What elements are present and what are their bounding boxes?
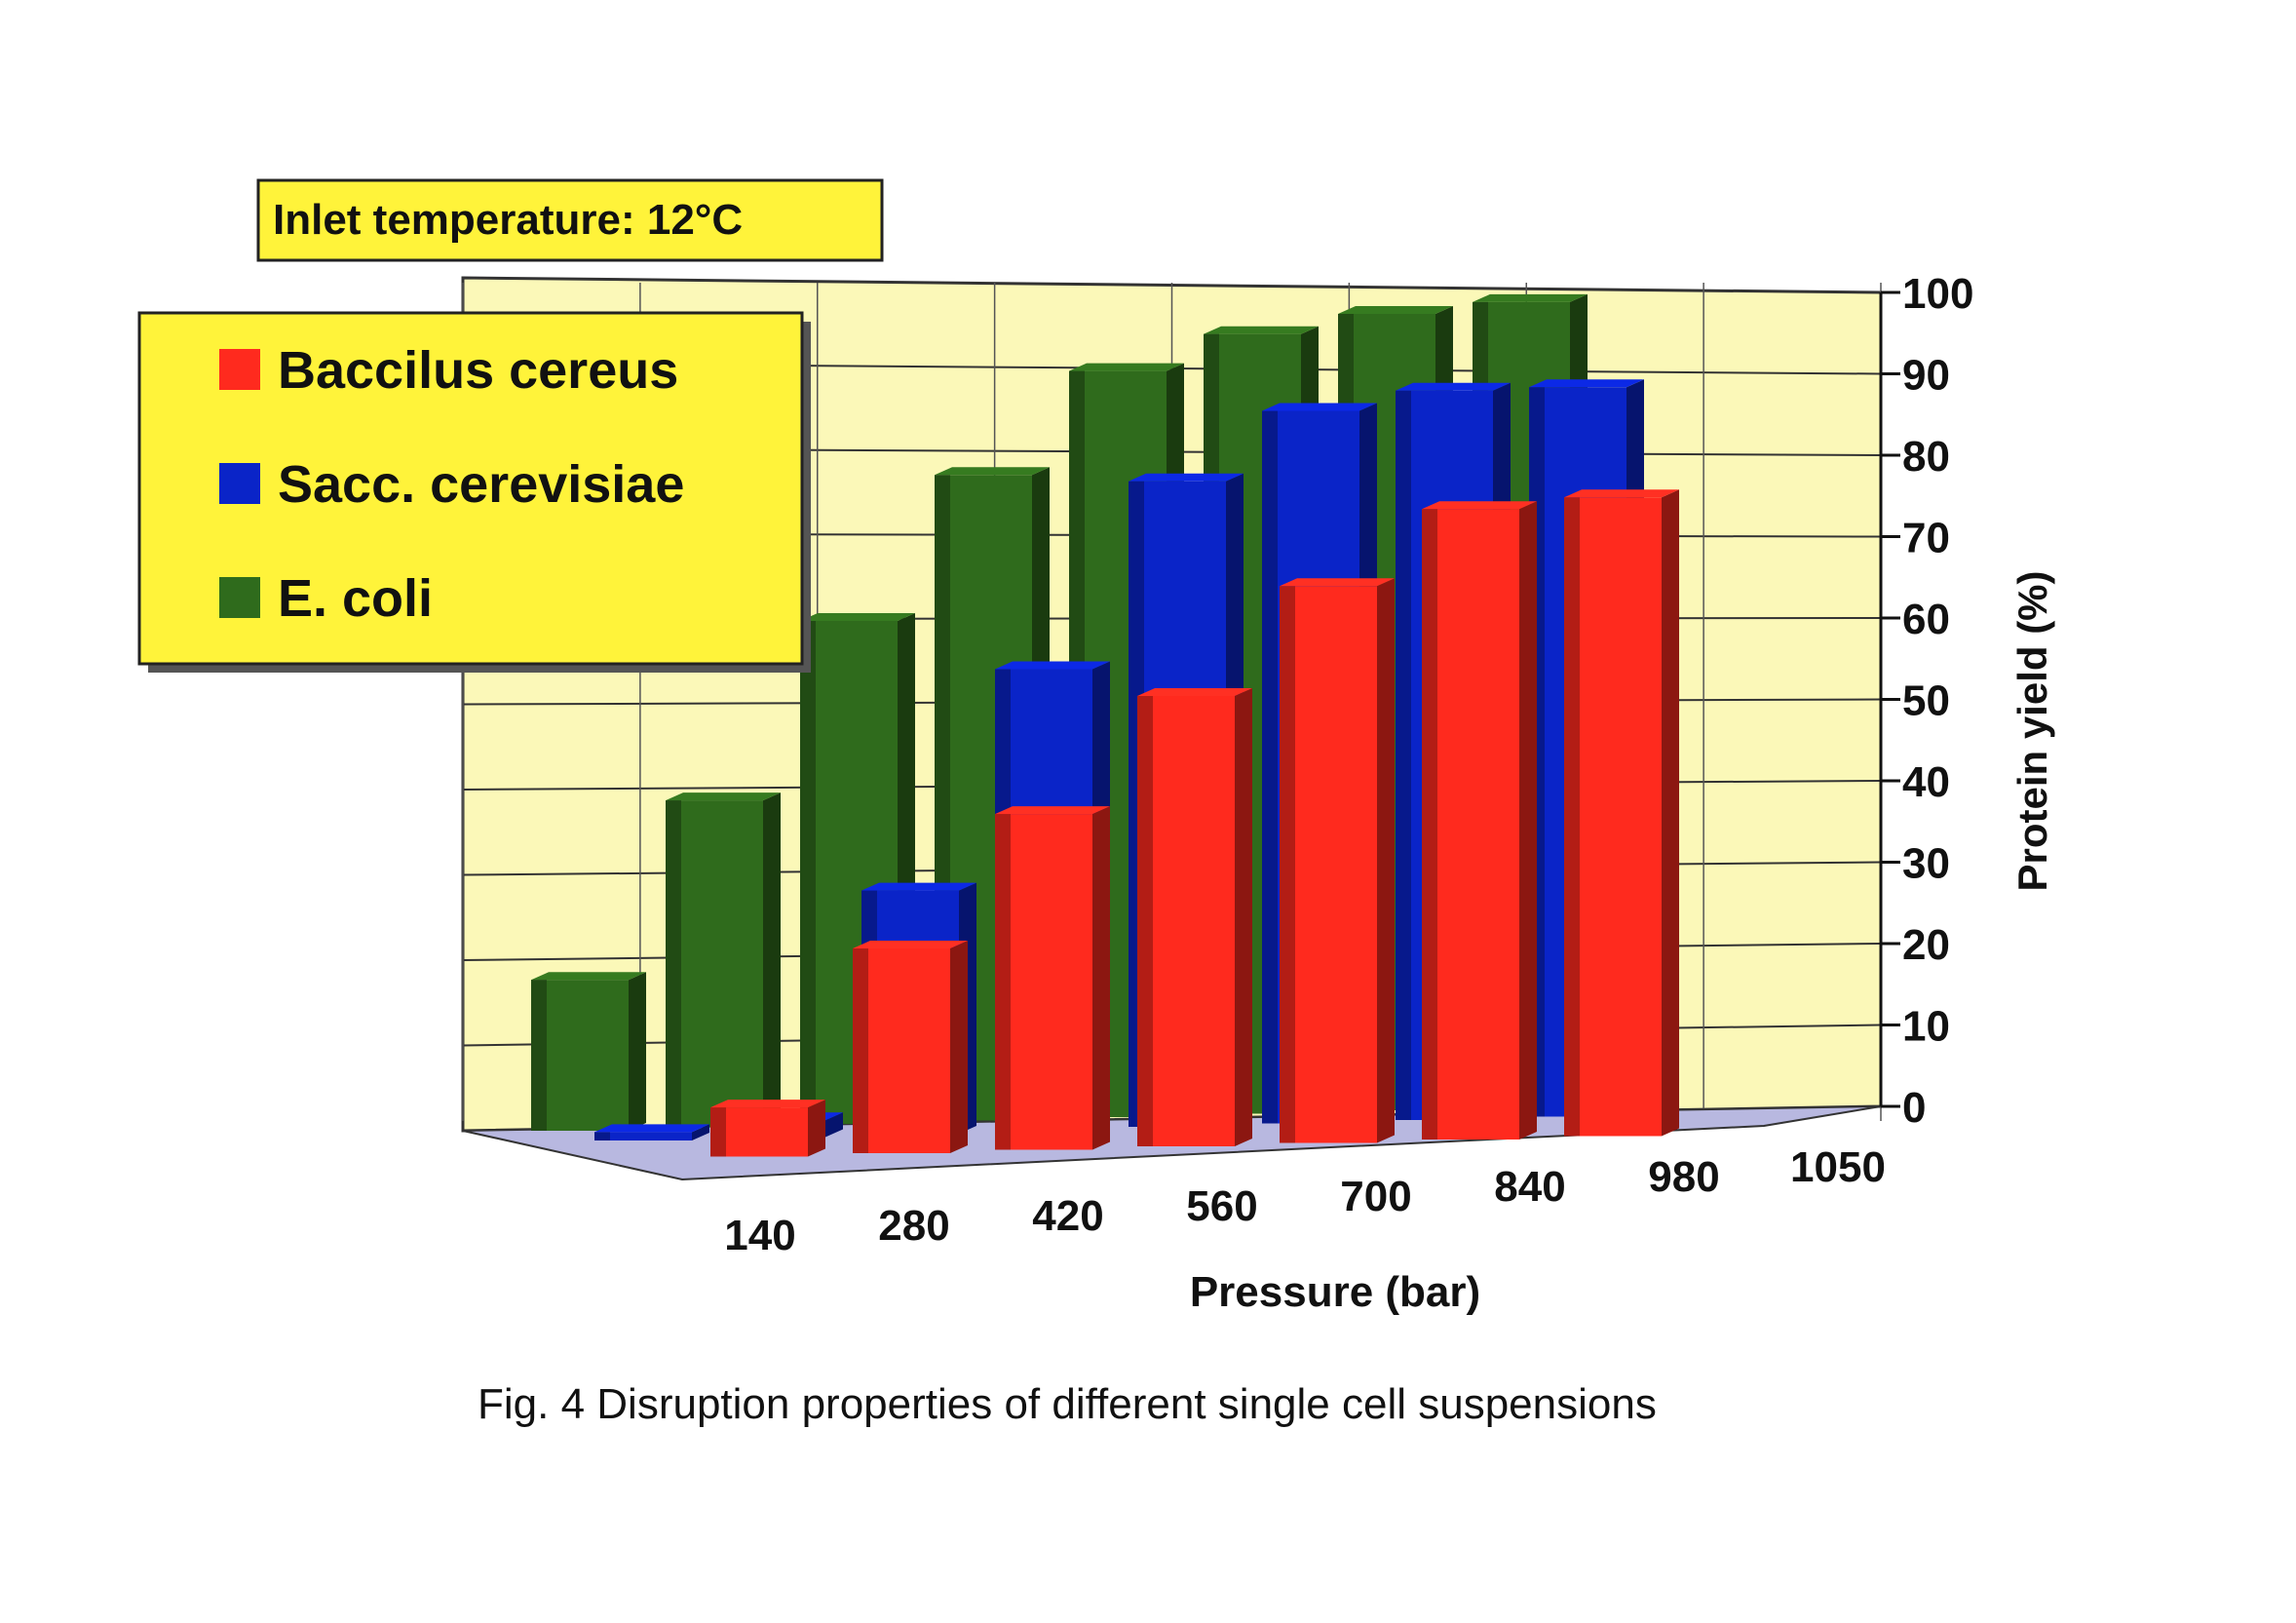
bar-baccilus-cereus-980 (1422, 509, 1519, 1140)
bar-sacc-cerevisiae-140 (594, 1132, 692, 1140)
bar-edge (853, 948, 868, 1153)
bar-side (1519, 501, 1537, 1140)
x-tick-label: 280 (878, 1202, 949, 1250)
y-axis-ticks: 0 10 20 30 40 50 60 70 80 90 100 (1879, 270, 1973, 1132)
bar-side (629, 972, 646, 1131)
x-tick-label: 840 (1494, 1163, 1565, 1211)
y-tick-label: 40 (1902, 758, 1950, 806)
legend-swatch (219, 463, 260, 504)
y-tick-label: 100 (1902, 270, 1973, 318)
bar-top (1473, 293, 1588, 302)
bar-top (1069, 363, 1184, 371)
bar-edge (995, 814, 1011, 1150)
x-tick-label: 140 (724, 1212, 795, 1259)
bar-top (594, 1124, 709, 1133)
bar-top (800, 613, 915, 621)
y-tick-label: 10 (1902, 1003, 1950, 1051)
bar-top (1280, 578, 1395, 587)
legend-swatch (219, 577, 260, 618)
legend-label: E. coli (278, 569, 433, 628)
x-tick-label: 700 (1340, 1173, 1411, 1220)
figure-caption: Fig. 4 Disruption properties of differen… (478, 1380, 1657, 1428)
legend-swatch (219, 349, 260, 390)
bar-baccilus-cereus-1050 (1564, 497, 1662, 1137)
bar-edge (1262, 410, 1278, 1124)
bar-top (1422, 501, 1537, 510)
y-tick-label: 30 (1902, 840, 1950, 888)
bar-side (1662, 489, 1679, 1137)
bar-side (808, 1100, 825, 1157)
bar-side (763, 792, 781, 1128)
bar-edge (1280, 586, 1295, 1143)
bar-top (935, 467, 1050, 476)
bar-top (995, 661, 1110, 670)
x-tick-label: 980 (1648, 1153, 1719, 1201)
bar-top (1262, 403, 1377, 411)
bar-side (1377, 578, 1395, 1143)
x-tick-label: 420 (1032, 1192, 1103, 1240)
bar-baccilus-cereus-840 (1280, 586, 1377, 1143)
bar-baccilus-cereus-420 (853, 948, 950, 1153)
bar-edge (1422, 509, 1437, 1140)
bar-e-coli-140 (531, 980, 629, 1131)
x-axis-label: Pressure (bar) (1190, 1268, 1480, 1316)
bar-baccilus-cereus-560 (995, 814, 1092, 1150)
bar-side (825, 1112, 843, 1138)
bar-edge (666, 800, 681, 1128)
bar-top (853, 941, 968, 948)
bar-edge (594, 1132, 610, 1140)
x-axis-ticks: 140 280 420 560 700 840 980 1050 (724, 1143, 1886, 1259)
bar-side (1235, 688, 1252, 1146)
legend-label: Baccilus cereus (278, 341, 678, 400)
bar-top (531, 972, 646, 981)
bar-e-coli-280 (666, 800, 763, 1128)
y-tick-label: 80 (1902, 433, 1950, 481)
bars (531, 293, 1679, 1157)
y-tick-label: 20 (1902, 921, 1950, 969)
bar-top (1137, 688, 1252, 696)
bar-top (861, 882, 976, 891)
legend: Baccilus cereus Sacc. cerevisiae E. coli (219, 341, 684, 628)
bar-side (1092, 806, 1110, 1150)
bar-edge (710, 1107, 726, 1157)
bar-side (950, 941, 968, 1153)
bar-top (666, 792, 781, 801)
x-tick-label: 1050 (1790, 1143, 1886, 1191)
bar-edge (531, 980, 547, 1131)
bar-edge (800, 621, 816, 1124)
bar-edge (1396, 390, 1411, 1120)
bar-top (1396, 382, 1511, 391)
bar-baccilus-cereus-700 (1137, 696, 1235, 1146)
x-tick-label: 560 (1186, 1182, 1257, 1230)
bar-top (1338, 306, 1453, 314)
bar-top (710, 1100, 825, 1108)
bar-top (995, 806, 1110, 815)
y-tick-label: 90 (1902, 352, 1950, 400)
bar-edge (1564, 497, 1580, 1137)
bar-side (692, 1124, 709, 1140)
y-tick-label: 50 (1902, 677, 1950, 725)
bar-top (1204, 326, 1319, 334)
y-tick-label: 60 (1902, 596, 1950, 643)
bar-top (1564, 489, 1679, 498)
y-axis-label: Protein yield (%) (2009, 570, 2055, 891)
bar-edge (1137, 696, 1153, 1146)
bar-top (1529, 379, 1644, 388)
bar-baccilus-cereus-280 (710, 1107, 808, 1157)
y-tick-label: 70 (1902, 515, 1950, 562)
annotation-text: Inlet temperature: 12°C (273, 196, 743, 244)
y-tick-label: 0 (1902, 1084, 1926, 1132)
legend-label: Sacc. cerevisiae (278, 455, 684, 514)
annotation-box (256, 178, 884, 262)
bar-top (1129, 473, 1244, 482)
